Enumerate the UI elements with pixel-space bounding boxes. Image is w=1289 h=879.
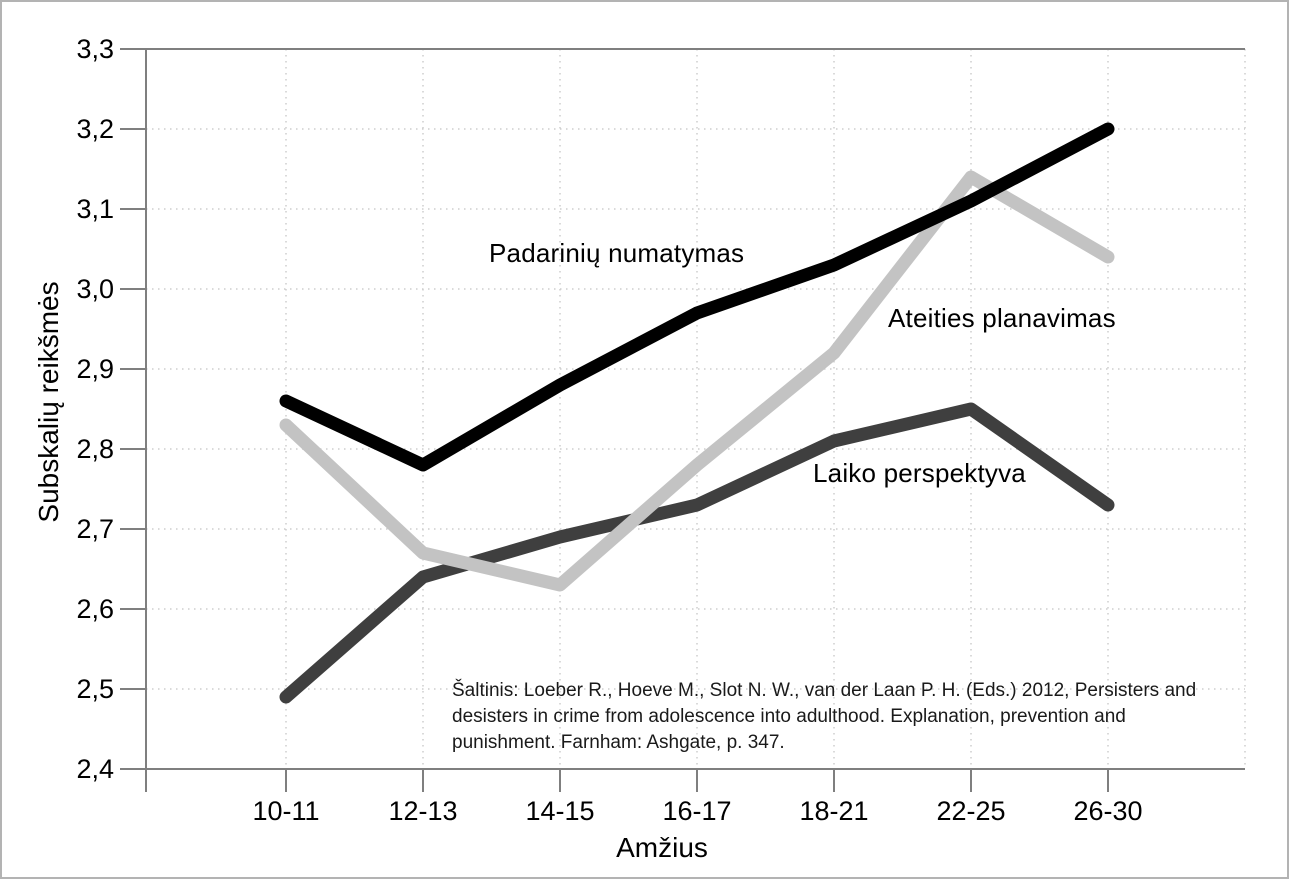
y-tick-label: 2,4 [76,754,114,784]
x-tick-label: 14-15 [525,796,594,826]
y-tick-label: 2,6 [76,594,114,624]
source-line: Šaltinis: Loeber R., Hoeve M., Slot N. W… [452,680,1197,701]
x-tick-label: 26-30 [1073,796,1142,826]
y-tick-label: 2,9 [76,354,114,384]
source-citation: Šaltinis: Loeber R., Hoeve M., Slot N. W… [452,678,1196,756]
x-tick-label: 10-11 [252,796,319,826]
y-tick-label: 2,8 [76,434,114,464]
y-tick-label: 2,7 [76,514,114,544]
source-line: desisters in crime from adolescence into… [452,706,1126,727]
series-label-ateities-planavimas: Ateities planavimas [888,303,1116,333]
series-line-2 [279,402,1115,704]
series-line-0 [279,122,1115,472]
y-axis-title: Subskalių reikšmės [33,281,64,523]
y-tick-label: 3,0 [76,274,114,304]
y-tick-label: 3,1 [76,194,114,224]
x-tick-label: 18-21 [799,796,868,826]
series-label-padariniu-numatymas: Padarinių numatymas [489,238,745,268]
x-tick-label: 16-17 [662,796,731,826]
series-line-1 [279,170,1115,592]
y-tick-label: 2,5 [76,674,114,704]
x-tick-label: 12-13 [388,796,457,826]
source-line: punishment. Farnham: Ashgate, p. 347. [452,732,785,753]
y-tick-label: 3,3 [76,34,114,64]
y-tick-label: 3,2 [76,114,114,144]
x-axis-title: Amžius [616,832,708,863]
x-tick-label: 22-25 [936,796,1005,826]
series-label-laiko-perspektyva: Laiko perspektyva [813,458,1026,488]
